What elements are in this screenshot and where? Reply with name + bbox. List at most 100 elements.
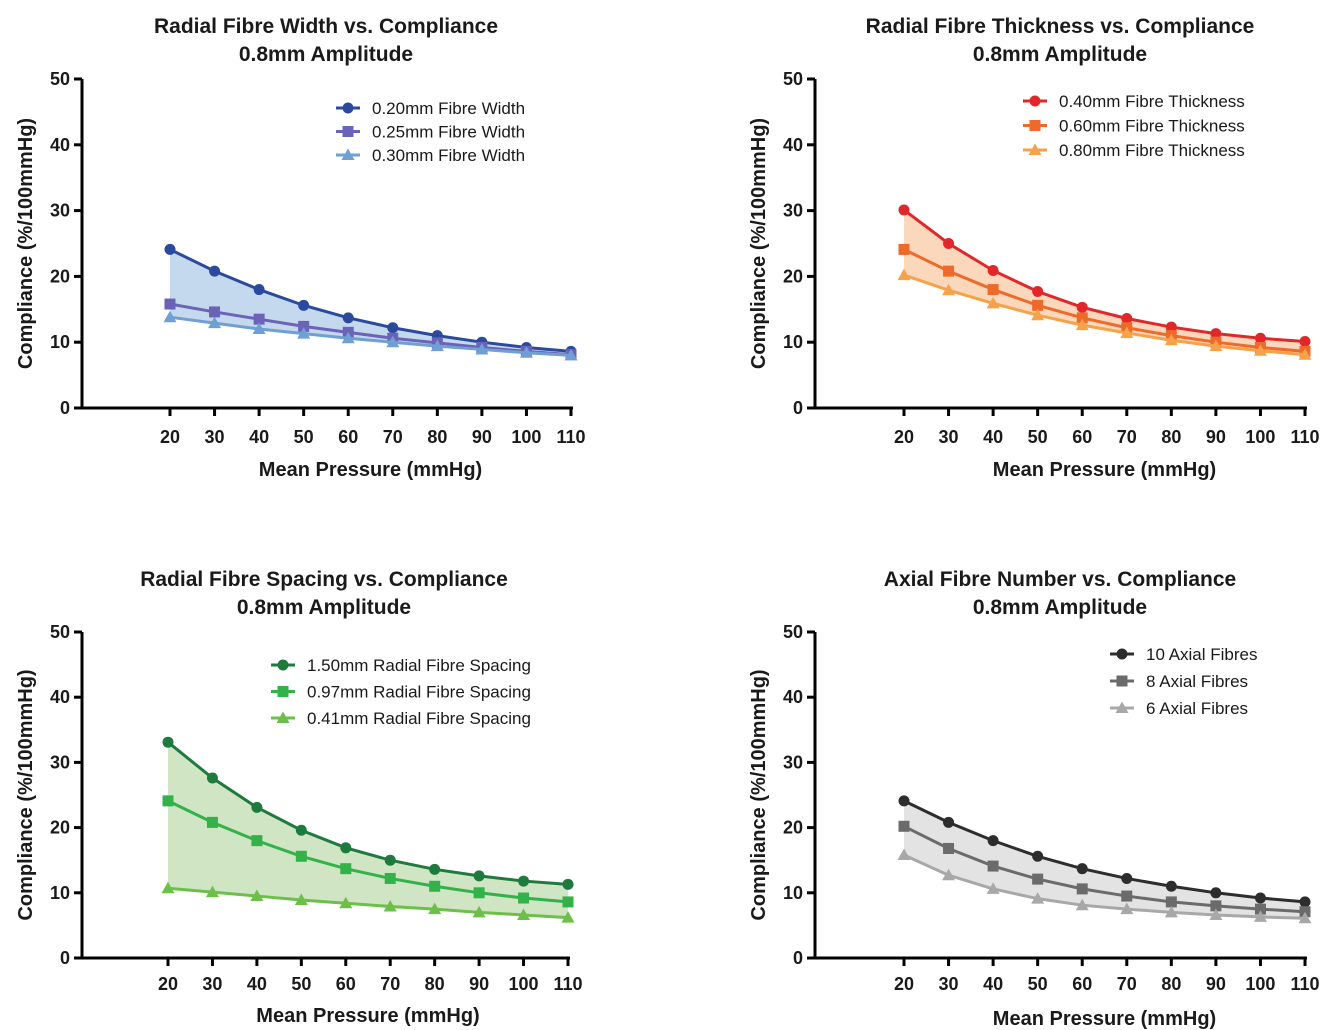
- data-point: [1076, 312, 1088, 324]
- y-tick-label: 30: [783, 201, 803, 221]
- data-point: [342, 312, 354, 324]
- shaded-band: [904, 209, 1305, 355]
- data-point: [1298, 911, 1312, 924]
- data-point: [1076, 301, 1088, 313]
- y-tick-label: 30: [50, 201, 70, 221]
- data-point: [1253, 344, 1267, 356]
- data-point: [475, 342, 489, 355]
- y-tick-label: 0: [793, 398, 803, 418]
- x-tick-label: 50: [1028, 974, 1048, 994]
- y-tick-label: 20: [50, 818, 70, 838]
- series-line: [167, 886, 569, 920]
- chart-subtitle: 0.8mm Amplitude: [973, 43, 1147, 66]
- data-point: [387, 322, 399, 334]
- chart-panel-2: Radial Fibre Thickness vs. Compliance 0.8…: [748, 15, 1320, 481]
- y-tick-label: 20: [783, 266, 803, 286]
- x-tick-label: 30: [939, 974, 959, 994]
- series-line: [903, 799, 1306, 904]
- x-tick-label: 70: [383, 427, 403, 447]
- x-tick-label: 110: [556, 427, 585, 447]
- data-point: [384, 854, 396, 866]
- legend-entry: 0.25mm Fibre Width: [336, 123, 525, 142]
- y-tick-label: 30: [50, 752, 70, 772]
- x-tick-label: 70: [380, 974, 400, 994]
- data-point: [897, 268, 911, 281]
- data-point: [253, 284, 265, 296]
- data-point: [341, 331, 355, 344]
- legend-marker: [277, 686, 289, 697]
- data-point: [163, 310, 177, 323]
- data-point: [1121, 872, 1133, 884]
- y-tick-label: 40: [783, 135, 803, 155]
- data-point: [251, 835, 263, 847]
- series-2: [162, 795, 574, 908]
- data-point: [339, 896, 353, 909]
- legend-marker: [1029, 120, 1041, 131]
- data-point: [1075, 318, 1089, 331]
- data-point: [517, 908, 531, 920]
- legend-entry: 0.20mm Fibre Width: [336, 99, 525, 118]
- legend-entry: 0.60mm Fibre Thickness: [1023, 117, 1245, 136]
- series-line: [169, 302, 572, 357]
- x-tick-label: 60: [338, 427, 358, 447]
- legend-label: 6 Axial Fibres: [1146, 699, 1248, 718]
- x-tick-label: 30: [939, 427, 959, 447]
- y-tick-label: 10: [783, 332, 803, 352]
- x-tick-label: 110: [1290, 974, 1319, 994]
- legend-entry: 0.97mm Radial Fibre Spacing: [271, 683, 531, 702]
- data-point: [564, 348, 578, 361]
- data-point: [252, 322, 266, 335]
- data-point: [206, 816, 218, 828]
- legend-marker: [276, 711, 290, 723]
- data-point: [208, 316, 222, 329]
- data-point: [429, 863, 441, 875]
- data-point: [162, 736, 174, 748]
- series-3: [161, 881, 575, 923]
- data-point: [1299, 336, 1311, 348]
- y-tick-label: 0: [60, 948, 70, 968]
- x-tick-label: 70: [1117, 974, 1137, 994]
- x-tick-label: 80: [425, 974, 445, 994]
- x-tick-label: 50: [1028, 427, 1048, 447]
- x-tick-label: 110: [1290, 427, 1319, 447]
- data-point: [1210, 900, 1222, 912]
- data-point: [518, 892, 530, 904]
- series-line: [903, 248, 1306, 353]
- data-point: [472, 905, 486, 918]
- series-line: [903, 208, 1306, 344]
- y-tick-label: 50: [50, 69, 70, 89]
- x-tick-label: 60: [1072, 974, 1092, 994]
- data-point: [986, 296, 1000, 309]
- y-tick-label: 40: [50, 135, 70, 155]
- legend-entry: 0.41mm Radial Fibre Spacing: [271, 709, 531, 728]
- x-tick-label: 40: [247, 974, 267, 994]
- series-line: [903, 824, 1306, 914]
- series-line: [903, 273, 1306, 357]
- x-tick-label: 20: [894, 974, 914, 994]
- legend-marker: [1029, 95, 1041, 107]
- x-tick-label: 90: [1206, 974, 1226, 994]
- data-point: [1254, 892, 1266, 904]
- chart-subtitle: 0.8mm Amplitude: [239, 43, 413, 66]
- series-line: [169, 248, 572, 353]
- data-point: [898, 820, 910, 832]
- data-point: [942, 283, 956, 296]
- legend-marker: [1028, 143, 1042, 155]
- data-point: [1032, 873, 1044, 885]
- data-point: [561, 911, 575, 923]
- y-tick-label: 10: [50, 332, 70, 352]
- x-tick-label: 30: [202, 974, 222, 994]
- data-point: [1210, 328, 1222, 340]
- series-3: [163, 310, 578, 361]
- y-tick-label: 0: [60, 398, 70, 418]
- data-point: [1209, 908, 1223, 920]
- x-tick-label: 80: [1161, 974, 1181, 994]
- x-tick-label: 30: [205, 427, 225, 447]
- legend-marker: [1116, 648, 1128, 660]
- data-point: [298, 320, 310, 332]
- chart-panel-3: Radial Fibre Spacing vs. Compliance 0.8mm…: [15, 568, 583, 1027]
- data-point: [942, 868, 956, 881]
- chart-title: Axial Fibre Number vs. Compliance: [884, 568, 1236, 591]
- data-point: [428, 902, 442, 915]
- data-point: [206, 772, 218, 784]
